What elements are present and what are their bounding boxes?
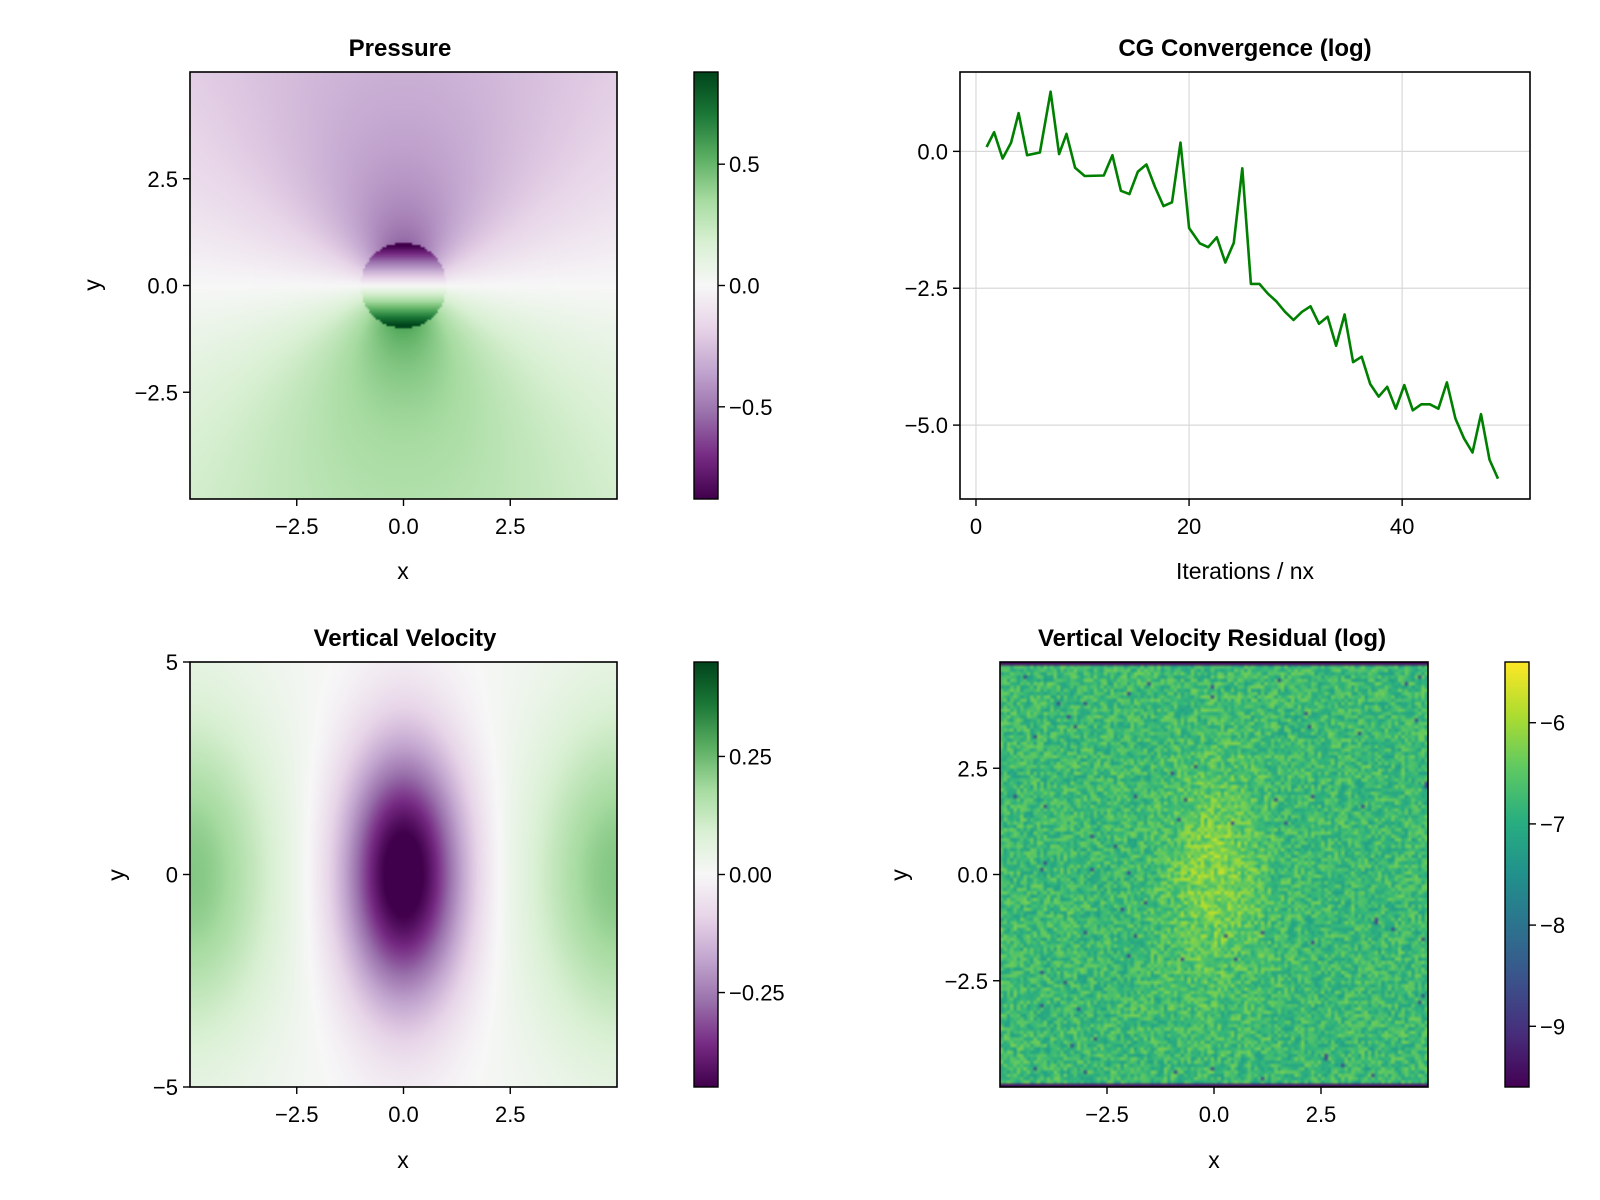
residual-xlabel: x [1208,1147,1220,1173]
colorbar-tick-label: −0.25 [729,981,785,1006]
y-tick-label: −5.0 [905,413,948,438]
vertical-velocity-ylabel: y [103,869,129,881]
colorbar-tick-label: −8 [1540,913,1565,938]
x-tick-label: −2.5 [275,1102,318,1127]
convergence-series-line [985,90,1500,480]
colorbar-tick-label: 0.5 [729,152,760,177]
residual-heatmap [1000,662,1428,1087]
y-tick-label: 5 [166,650,178,675]
pressure-colorbar [693,71,719,500]
x-tick-label: 0 [970,514,982,539]
vertical-velocity-ticks: −2.5 0.0 2.5 −5 0 5 [153,650,526,1127]
y-tick-label: 0 [166,863,178,888]
colorbar-tick-label: −7 [1540,812,1565,837]
pressure-ticks: −2.5 0.0 2.5 −2.5 0.0 2.5 [135,167,526,539]
y-tick-label: −2.5 [945,969,988,994]
pressure-xlabel: x [397,558,409,584]
convergence-xlabel: Iterations / nx [1176,558,1315,584]
residual-title: Vertical Velocity Residual (log) [1038,625,1386,652]
convergence-title: CG Convergence (log) [1118,35,1371,62]
pressure-heatmap [190,72,617,499]
panel-pressure: Pressure −2.5 0.0 2.5 −2.5 0.0 2.5 x y −0.5 0.… [79,35,772,584]
x-tick-label: 2.5 [495,1102,526,1127]
convergence-ticks: 0 20 40 0.0 −2.5 −5.0 [905,139,1415,539]
panel-vertical-velocity: Vertical Velocity −2.5 0.0 2.5 −5 0 5 x y −0.… [103,625,785,1173]
colorbar-tick-label: −0.5 [729,395,772,420]
panel-convergence: CG Convergence (log) 0 20 40 0.0 −2.5 −5.0 It… [905,35,1531,584]
vertical-velocity-colorbar-ticks: −0.25 0.00 0.25 [718,744,785,1006]
residual-colorbar-ticks: −9 −8 −7 −6 [1529,711,1565,1039]
vertical-velocity-title: Vertical Velocity [314,625,497,652]
x-tick-label: 40 [1390,514,1414,539]
vertical-velocity-xlabel: x [397,1147,409,1173]
y-tick-label: 0.0 [147,274,178,299]
y-tick-label: 2.5 [147,167,178,192]
y-tick-label: −2.5 [135,380,178,405]
colorbar-tick-label: −6 [1540,711,1565,736]
x-tick-label: 2.5 [495,514,526,539]
y-tick-label: −2.5 [905,276,948,301]
vertical-velocity-colorbar [693,661,719,1088]
x-tick-label: 2.5 [1306,1102,1337,1127]
x-tick-label: 0.0 [388,514,419,539]
colorbar-tick-label: 0.00 [729,863,772,888]
x-tick-label: −2.5 [275,514,318,539]
y-tick-label: 0.0 [957,863,988,888]
pressure-colorbar-ticks: −0.5 0.0 0.5 [718,152,772,420]
colorbar-tick-label: 0.25 [729,744,772,769]
x-tick-label: −2.5 [1085,1102,1128,1127]
colorbar-tick-label: −9 [1540,1014,1565,1039]
residual-ylabel: y [886,869,912,881]
y-tick-label: 0.0 [917,139,948,164]
pressure-title: Pressure [349,35,452,62]
y-tick-label: 2.5 [957,756,988,781]
x-tick-label: 0.0 [388,1102,419,1127]
x-tick-label: 20 [1177,514,1201,539]
panel-residual: Vertical Velocity Residual (log) −2.5 0.0… [886,625,1565,1173]
residual-ticks: −2.5 0.0 2.5 −2.5 0.0 2.5 [945,756,1337,1127]
residual-colorbar [1504,661,1530,1088]
convergence-grid [960,72,1530,499]
pressure-ylabel: y [79,279,105,291]
convergence-frame [959,71,1531,500]
vertical-velocity-heatmap [190,662,617,1087]
colorbar-tick-label: 0.0 [729,274,760,299]
x-tick-label: 0.0 [1199,1102,1230,1127]
y-tick-label: −5 [153,1075,178,1100]
